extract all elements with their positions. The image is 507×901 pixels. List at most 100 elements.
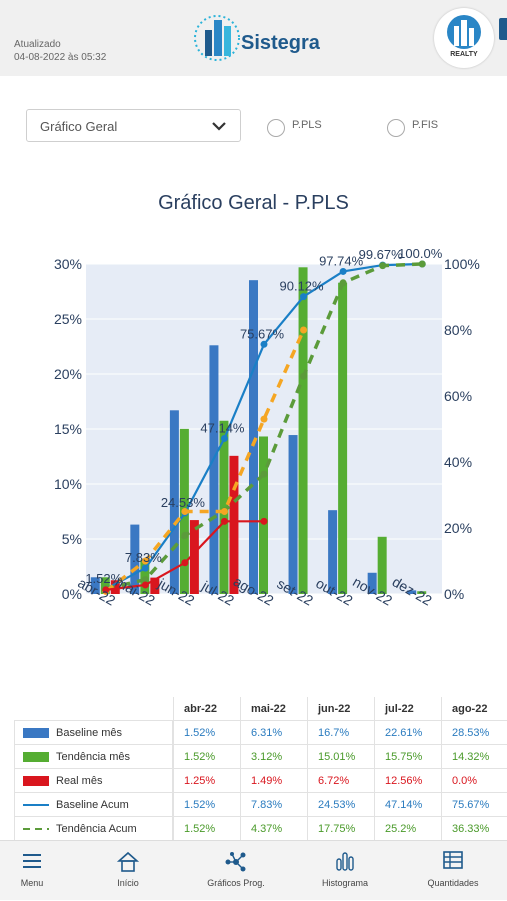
y-left-tick-label: 20% (54, 366, 82, 382)
table-header-cell: abr-22 (173, 697, 240, 721)
nav-home-label: Início (117, 878, 139, 888)
line-point (181, 531, 189, 539)
bar (367, 572, 377, 594)
legend-cell: Real mês (14, 769, 173, 793)
radio-ppls[interactable] (267, 119, 285, 137)
data-label: 7.83% (125, 550, 162, 565)
data-label: 99.67% (359, 247, 404, 262)
chart-title: Gráfico Geral - P.PLS (158, 192, 349, 214)
bar (110, 580, 120, 594)
table-row: Real mês 1.25% 1.49% 6.72% 12.56% 0.0% (14, 769, 507, 793)
table-row: Baseline mês 1.52% 6.31% 16.7% 22.61% 28.53% (14, 721, 507, 745)
bar (169, 410, 179, 594)
bar (209, 345, 219, 594)
table-cell: 16.7% (307, 721, 374, 745)
y-right-tick-label: 80% (444, 322, 472, 338)
legend-cell: Baseline mês (14, 721, 173, 745)
line-point (141, 576, 149, 584)
bar (90, 577, 100, 594)
table-cell: 25.2% (374, 817, 441, 841)
line-point (260, 415, 268, 423)
table-cell: 3.12% (240, 745, 307, 769)
bar (288, 435, 298, 594)
legend-cell: Tendência mês (14, 745, 173, 769)
skyline-icon (447, 15, 481, 49)
line-point (300, 293, 308, 301)
app-header: Atualizado 04-08-2022 às 05:32 Sistegra … (0, 0, 507, 76)
nav-graphs-label: Gráficos Prog. (207, 878, 265, 888)
radio-pfis-label: P.FIS (412, 119, 439, 131)
line-point (379, 262, 387, 270)
nav-histogram[interactable]: Histograma (312, 841, 378, 901)
table-cell: 15.75% (374, 745, 441, 769)
chart-type-select[interactable]: Gráfico Geral (26, 109, 241, 142)
histogram-icon (336, 852, 354, 871)
line-point (300, 326, 308, 334)
table-cell: 6.31% (240, 721, 307, 745)
bar (189, 520, 199, 594)
table-cell: 17.75% (307, 817, 374, 841)
nav-histogram-label: Histograma (321, 878, 368, 888)
y-left-tick-label: 0% (62, 586, 82, 602)
nav-graphs[interactable]: Gráficos Prog. (198, 841, 274, 901)
bar (417, 591, 427, 594)
bar (130, 524, 140, 594)
table-cell: 28.53% (441, 721, 507, 745)
legend-label: Baseline mês (56, 727, 123, 739)
legend-swatch (23, 776, 49, 786)
menu-icon (23, 854, 41, 868)
nav-menu-label: Menu (20, 878, 44, 888)
data-label: 75.67% (240, 326, 285, 341)
bar (298, 267, 308, 594)
line-point (181, 559, 189, 567)
y-right-tick-label: 20% (444, 520, 472, 536)
table-cell: 6.72% (307, 769, 374, 793)
client-logo[interactable]: REALTY (434, 8, 494, 68)
line-point (339, 267, 347, 275)
side-tab[interactable] (499, 18, 507, 40)
table-cell: 24.53% (307, 793, 374, 817)
nav-quantities[interactable]: Quantidades (418, 841, 488, 901)
bar (219, 420, 229, 594)
table-icon (443, 851, 463, 869)
nav-menu[interactable]: Menu (0, 841, 64, 901)
table-row: Baseline Acum 1.52% 7.83% 24.53% 47.14% 75.67… (14, 793, 507, 817)
y-left-tick-label: 10% (54, 476, 82, 492)
table-cell: 36.33% (441, 817, 507, 841)
table-cell: 1.52% (173, 721, 240, 745)
legend-swatch (23, 752, 49, 762)
data-label: 1.52% (85, 571, 122, 586)
chevron-down-icon (212, 122, 226, 131)
legend-swatch (23, 728, 49, 738)
line-point (102, 586, 110, 594)
line-point (260, 517, 268, 525)
data-label: 97.74% (319, 253, 364, 268)
table-cell: 1.52% (173, 793, 240, 817)
legend-label: Tendência Acum (56, 823, 137, 835)
nav-home[interactable]: Início (96, 841, 160, 901)
data-label: 47.14% (200, 420, 245, 435)
legend-cell: Baseline Acum (14, 793, 173, 817)
legend-label: Baseline Acum (56, 799, 129, 811)
building-logo-icon (194, 15, 240, 61)
radio-pfis[interactable] (387, 119, 405, 137)
line-point (339, 279, 347, 287)
table-header-cell: ago-22 (441, 697, 507, 721)
line-point (141, 564, 149, 572)
line-point (220, 517, 228, 525)
data-label: 24.53% (161, 495, 206, 510)
y-left-tick-label: 5% (62, 531, 82, 547)
bar (249, 280, 258, 594)
line-point (181, 508, 189, 515)
table-cell: 75.67% (441, 793, 507, 817)
nav-quantities-label: Quantidades (427, 878, 479, 888)
legend-label: Real mês (56, 775, 103, 787)
table-header-row: abr-22 mai-22 jun-22 jul-22 ago-22 (14, 697, 507, 721)
updated-datetime: 04-08-2022 às 05:32 (14, 52, 107, 63)
legend-label: Tendência mês (56, 751, 130, 763)
update-info: Atualizado 04-08-2022 às 05:32 (14, 38, 106, 64)
bar (259, 436, 268, 594)
table-cell: 1.52% (173, 745, 240, 769)
bar (377, 536, 387, 594)
brand-logo: Sistegra (193, 10, 323, 68)
